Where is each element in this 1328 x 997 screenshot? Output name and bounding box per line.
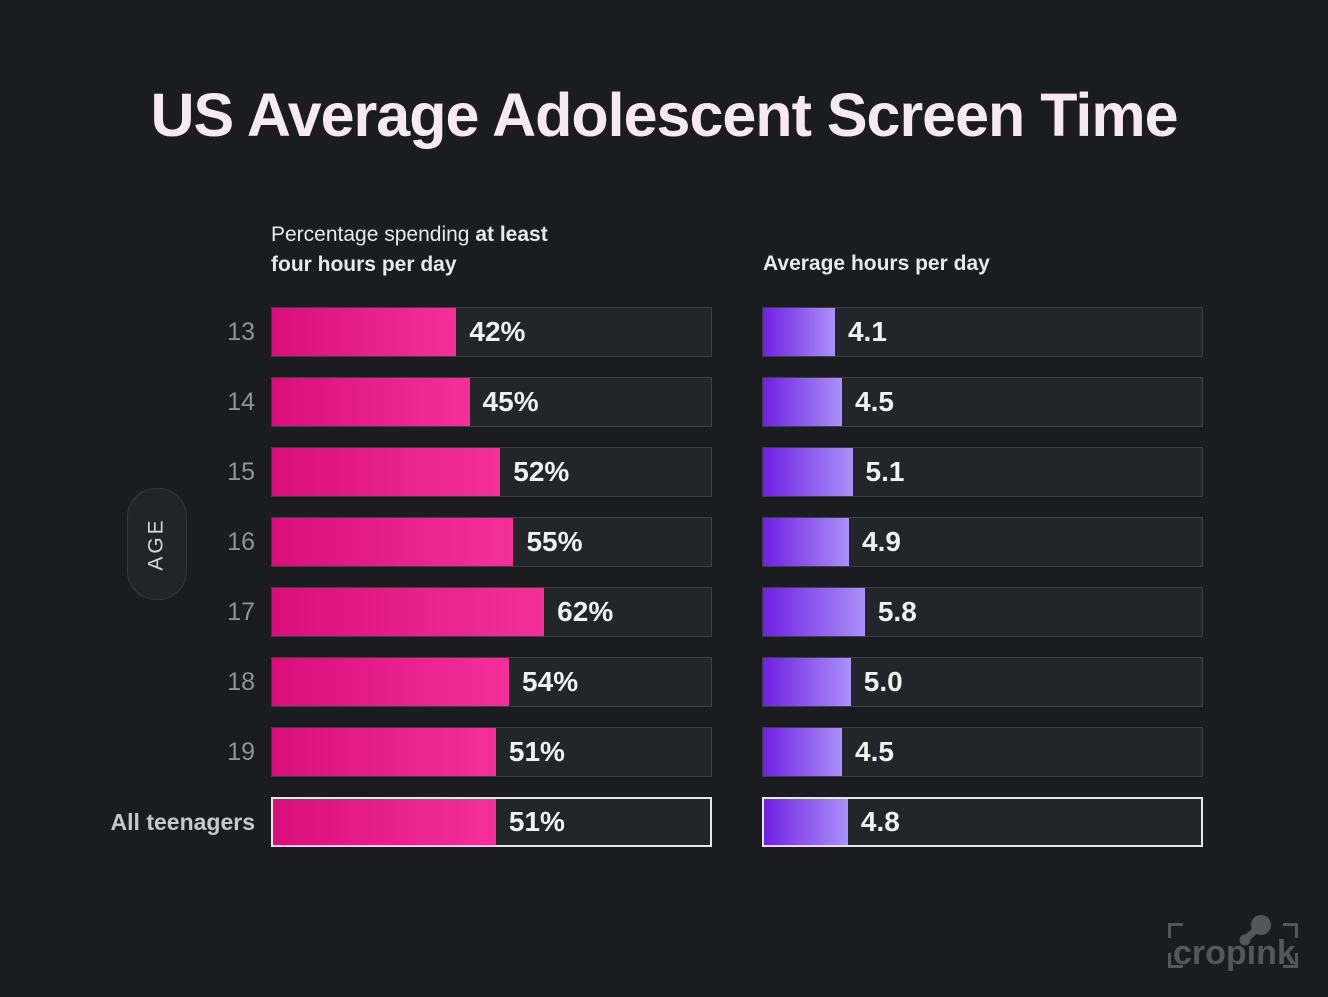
age-label: 18 <box>227 667 255 696</box>
cropink-logo: cropınk <box>1164 915 1304 972</box>
hours-value-label: 4.9 <box>862 526 901 557</box>
percentage-bar-track: 42% <box>271 307 712 357</box>
hours-bar-fill <box>763 658 851 706</box>
hours-value-label: 5.8 <box>877 596 917 627</box>
percentage-value-label: 51% <box>508 736 565 767</box>
crop-mark-top-left-icon <box>1168 923 1183 938</box>
percentage-bar-track: 51% <box>271 797 712 847</box>
percentage-bar-fill <box>272 658 510 706</box>
percentage-bar-fill <box>272 588 545 636</box>
left-column-header: Percentage spending at least four hours … <box>271 220 671 280</box>
age-label: 19 <box>227 737 255 766</box>
percentage-bar-track: 45% <box>271 377 712 427</box>
hours-bar-fill <box>763 728 843 776</box>
percentage-bar-track: 54% <box>271 657 712 707</box>
age-label: 15 <box>227 457 255 486</box>
hours-bar-track: 5.1 <box>762 447 1203 497</box>
hours-bar-track: 4.8 <box>762 797 1203 847</box>
left-header-bold-line2: four hours per day <box>271 253 457 276</box>
percentage-bar-track: 52% <box>271 447 712 497</box>
right-column-header: Average hours per day <box>763 252 990 275</box>
percentage-value-label: 52% <box>513 456 570 487</box>
hours-bar-track: 4.5 <box>762 727 1203 777</box>
chart-row: 17 62% 5.8 <box>0 587 1328 637</box>
hours-bar-fill <box>763 518 850 566</box>
percentage-bar-track: 62% <box>271 587 712 637</box>
percentage-value-label: 62% <box>557 596 614 627</box>
chart-row: 16 55% 4.9 <box>0 517 1328 567</box>
age-label: 17 <box>227 597 255 626</box>
crop-mark-bottom-right-icon <box>1283 953 1298 968</box>
percentage-value-label: 45% <box>482 386 539 417</box>
hours-value-label: 4.5 <box>855 386 894 417</box>
percentage-bar-fill <box>273 799 496 845</box>
page-title: US Average Adolescent Screen Time <box>150 81 1178 149</box>
percentage-value-label: 55% <box>526 526 583 557</box>
hours-value-label: 4.8 <box>860 806 900 837</box>
age-label: 13 <box>227 317 255 346</box>
logo-dot-link-icon <box>1239 915 1271 946</box>
crop-mark-top-right-icon <box>1283 923 1298 938</box>
hours-bar-fill <box>763 308 835 356</box>
hours-bar-track: 4.1 <box>762 307 1203 357</box>
chart-row: 19 51% 4.5 <box>0 727 1328 777</box>
chart-row: All teenagers 51% 4.8 <box>0 797 1328 847</box>
chart-row: 13 42% 4.1 <box>0 307 1328 357</box>
percentage-bar-fill <box>272 308 457 356</box>
percentage-bar-fill <box>272 518 514 566</box>
hours-value-label: 5.1 <box>865 456 905 487</box>
hours-bar-fill <box>763 448 853 496</box>
chart-row: 15 52% 5.1 <box>0 447 1328 497</box>
percentage-value-label: 54% <box>522 666 579 697</box>
left-header-regular-text: Percentage spending <box>271 223 470 246</box>
hours-bar-fill <box>763 378 843 426</box>
percentage-value-label: 42% <box>469 316 526 347</box>
percentage-value-label: 51% <box>508 806 565 837</box>
age-label: 14 <box>227 387 255 416</box>
hours-bar-track: 4.5 <box>762 377 1203 427</box>
age-label: 16 <box>227 527 255 556</box>
hours-bar-fill <box>763 588 865 636</box>
hours-value-label: 4.1 <box>847 316 887 347</box>
percentage-bar-track: 51% <box>271 727 712 777</box>
chart-row: 18 54% 5.0 <box>0 657 1328 707</box>
chart-row: 14 45% 4.5 <box>0 377 1328 427</box>
percentage-bar-fill <box>272 728 496 776</box>
hours-bar-track: 5.8 <box>762 587 1203 637</box>
left-header-bold-text: at least <box>475 223 548 246</box>
percentage-bar-track: 55% <box>271 517 712 567</box>
percentage-bar-fill <box>272 448 501 496</box>
age-label: All teenagers <box>110 808 255 835</box>
percentage-bar-fill <box>272 378 470 426</box>
age-axis-pill: AGE <box>127 488 187 600</box>
hours-bar-fill <box>764 799 848 845</box>
hours-value-label: 4.5 <box>855 736 894 767</box>
crop-mark-bottom-left-icon <box>1168 953 1183 968</box>
hours-bar-track: 4.9 <box>762 517 1203 567</box>
hours-value-label: 5.0 <box>863 666 903 697</box>
hours-bar-track: 5.0 <box>762 657 1203 707</box>
logo-wordmark: cropınk <box>1173 934 1296 972</box>
